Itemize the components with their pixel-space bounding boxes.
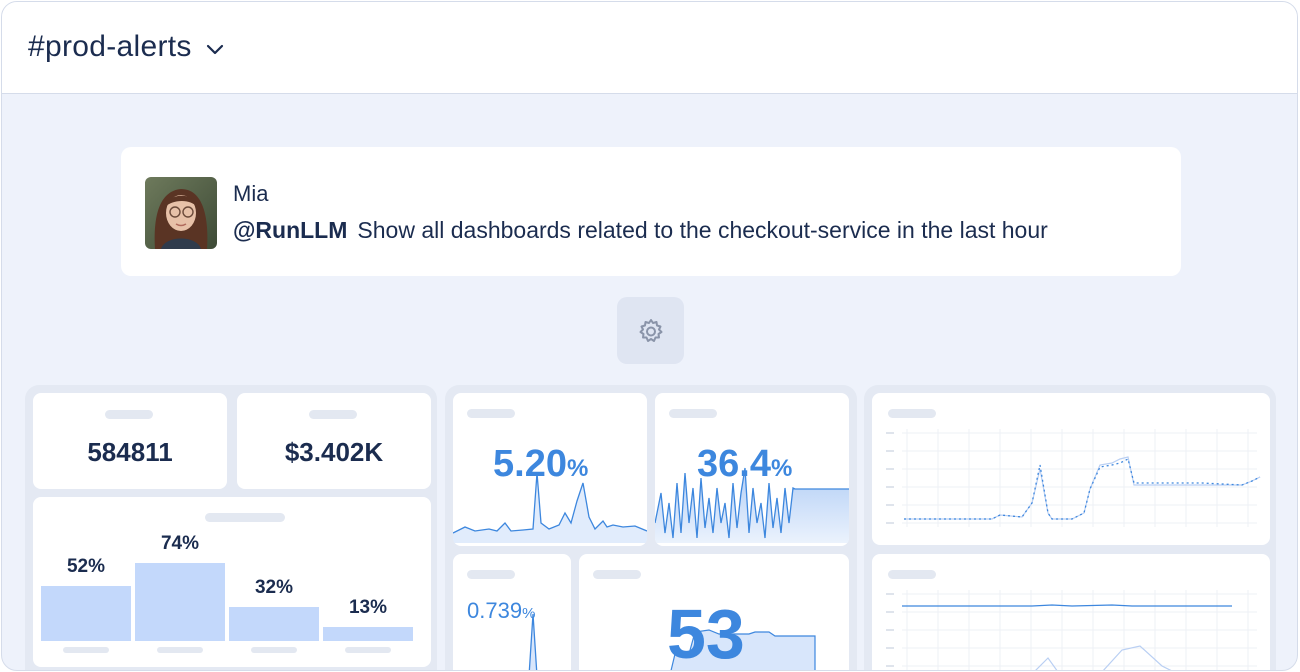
grafana-button[interactable] xyxy=(617,297,684,364)
bar-gauge-bar[interactable] xyxy=(135,563,225,641)
message-text: Show all dashboards related to the check… xyxy=(357,217,1048,243)
sparkline-rate-b xyxy=(655,467,849,543)
message-author[interactable]: Mia xyxy=(233,181,269,206)
card-title-placeholder xyxy=(205,513,285,522)
message-body: @RunLLM Show all dashboards related to th… xyxy=(233,217,1048,244)
sparkline-rate-a xyxy=(453,472,647,543)
timeseries-card-top[interactable] xyxy=(872,393,1270,545)
sparkline-rate-c xyxy=(528,613,538,670)
stat-card-rate-a[interactable]: 5.20% xyxy=(453,393,647,546)
stat-rate-c-value: 0.739% xyxy=(467,598,536,623)
timeseries-chart-top xyxy=(886,429,1261,527)
grafana-icon xyxy=(639,318,662,342)
bar-axis-placeholder xyxy=(63,647,109,653)
bar-gauge-bar[interactable] xyxy=(41,586,131,641)
card-title-placeholder xyxy=(105,410,153,419)
channel-selector[interactable]: #prod-alerts xyxy=(28,30,226,64)
stat-card-rate-c[interactable]: 0.739% xyxy=(453,554,571,670)
card-title-placeholder xyxy=(888,409,936,418)
timeseries-chart-bottom xyxy=(886,590,1257,670)
chat-message: Mia @RunLLM Show all dashboards related t… xyxy=(121,147,1181,276)
bar-gauge-label: 52% xyxy=(66,556,106,577)
sparkline-count xyxy=(670,629,816,670)
card-title-placeholder xyxy=(888,570,936,579)
stat-count-value: 53 xyxy=(667,595,745,671)
stat-rate-b-value: 36.4% xyxy=(697,443,793,485)
bar-gauge-bar[interactable] xyxy=(323,627,413,641)
stat-total-value: 584811 xyxy=(87,437,173,467)
stat-card-total[interactable]: 584811 xyxy=(33,393,227,489)
dashboard-panel-overview: 584811 $3.402K 52% 74% 32% 13% xyxy=(25,385,437,670)
stat-card-count[interactable]: 53 xyxy=(579,554,849,671)
bar-gauge-card[interactable]: 52% 74% 32% 13% xyxy=(33,497,431,667)
card-title-placeholder xyxy=(593,570,641,579)
dashboard-panel-rates: 5.20% 36.4% 0.739% 53 xyxy=(445,385,857,671)
stat-card-rate-b[interactable]: 36.4% xyxy=(655,393,849,546)
card-title-placeholder xyxy=(467,409,515,418)
bar-axis-placeholder xyxy=(345,647,391,653)
card-title-placeholder xyxy=(669,409,717,418)
stat-card-revenue[interactable]: $3.402K xyxy=(237,393,431,489)
stat-rate-a-value: 5.20% xyxy=(493,443,589,485)
mention-tag[interactable]: @RunLLM xyxy=(233,217,348,243)
bar-gauge-label: 32% xyxy=(254,577,294,598)
channel-header: #prod-alerts xyxy=(2,2,1297,94)
avatar[interactable] xyxy=(145,177,217,249)
stat-revenue-value: $3.402K xyxy=(284,437,384,467)
channel-name: #prod-alerts xyxy=(28,30,192,63)
timeseries-card-bottom[interactable] xyxy=(872,554,1270,670)
card-title-placeholder xyxy=(467,570,515,579)
card-title-placeholder xyxy=(309,410,357,419)
chevron-down-icon xyxy=(206,44,223,55)
bar-axis-placeholder xyxy=(251,647,297,653)
bar-gauge-bar[interactable] xyxy=(229,607,319,641)
dashboard-panel-timeseries xyxy=(864,385,1276,670)
bar-gauge-label: 13% xyxy=(348,597,388,618)
bar-gauge-label: 74% xyxy=(160,533,200,554)
bar-axis-placeholder xyxy=(157,647,203,653)
